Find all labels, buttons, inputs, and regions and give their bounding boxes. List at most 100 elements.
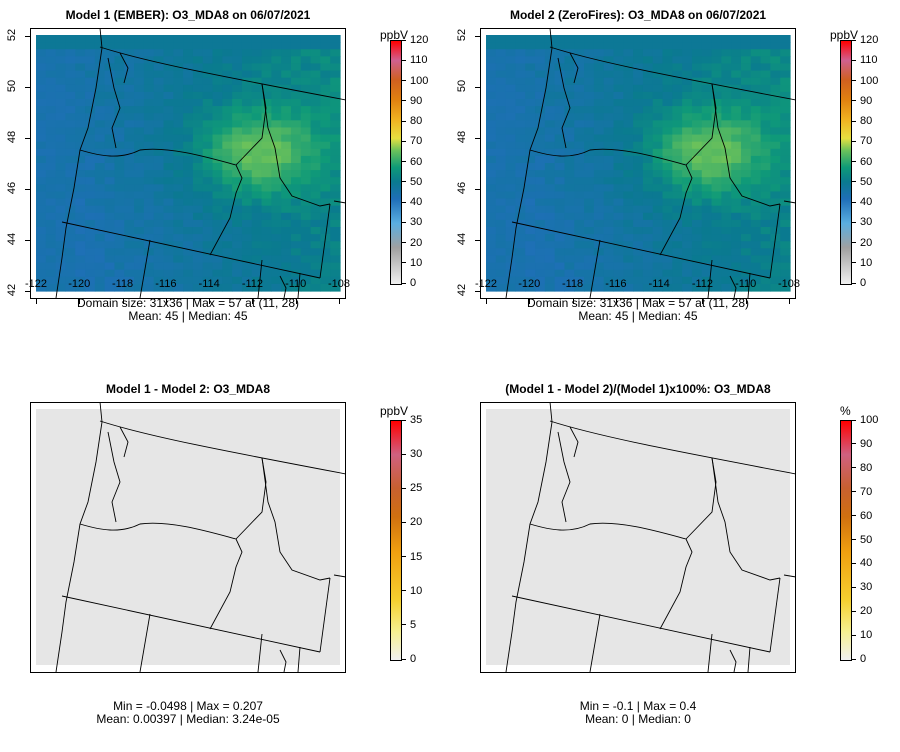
grid-cell: [192, 205, 204, 214]
grid-cell: [701, 269, 713, 278]
grid-cell: [114, 234, 125, 242]
grid-cell: [633, 141, 644, 150]
map-panel: (Model 1 - Model 2)/(Model 1)x100%: O3_M…: [450, 374, 900, 750]
grid-cell: [94, 63, 106, 72]
grid-cell: [173, 141, 184, 150]
grid-cell: [593, 155, 605, 164]
y-tick-label: 50: [6, 79, 18, 93]
grid-cell: [251, 134, 263, 143]
grid-cell: [584, 198, 595, 207]
grid-cell: [682, 134, 693, 143]
grid-cell: [750, 106, 762, 114]
grid-cell: [290, 106, 302, 114]
grid-cell: [770, 99, 781, 107]
boundary-line: [747, 272, 751, 299]
grid-cell: [261, 49, 272, 57]
grid-cell: [163, 63, 174, 72]
grid-cell: [554, 148, 566, 157]
grid-cell: [153, 184, 165, 193]
grid-cell: [173, 255, 184, 264]
grid-cell: [222, 84, 233, 93]
grid-cell: [564, 163, 575, 171]
grid-cell: [271, 262, 282, 271]
grid-cell: [593, 84, 605, 93]
grid-cell: [603, 205, 615, 214]
grid-cell: [672, 248, 683, 257]
grid-cell: [281, 63, 292, 72]
grid-cell: [711, 198, 722, 207]
stats-line-1: Domain size: 31x36 | Max = 57 at (11, 28…: [76, 296, 299, 310]
grid-cell: [760, 56, 771, 65]
grid-cell: [652, 56, 664, 65]
grid-cell: [183, 56, 194, 65]
grid-cell: [701, 63, 713, 72]
grid-cell: [554, 255, 566, 264]
grid-cell: [271, 70, 282, 79]
grid-cell: [261, 184, 272, 193]
grid-cell: [525, 99, 536, 107]
grid-cell: [143, 255, 155, 264]
grid-cell: [310, 56, 321, 65]
grid-cell: [134, 227, 145, 235]
grid-cell: [36, 35, 47, 43]
grid-cell: [173, 42, 184, 50]
grid-cell: [153, 148, 165, 157]
boundary-line: [557, 431, 571, 523]
grid-cell: [535, 163, 546, 171]
grid-cell: [760, 198, 771, 207]
grid-cell: [75, 106, 86, 114]
grid-cell: [740, 42, 752, 50]
grid-cell: [603, 91, 615, 100]
grid-cell: [672, 255, 683, 264]
grid-cell: [173, 91, 184, 100]
grid-cell: [183, 227, 194, 235]
grid-cell: [281, 113, 292, 121]
grid-cell: [731, 269, 742, 278]
grid-cell: [114, 283, 125, 292]
grid-cell: [642, 276, 654, 285]
grid-cell: [750, 148, 762, 157]
grid-cell: [652, 234, 664, 242]
grid-cell: [65, 276, 76, 285]
grid-cell: [251, 91, 263, 100]
grid-cell: [290, 134, 302, 143]
grid-cell: [721, 120, 732, 129]
grid-cell: [672, 205, 683, 214]
grid-cell: [691, 276, 703, 285]
grid-cell: [212, 106, 223, 114]
grid-cell: [495, 255, 507, 264]
grid-cell: [143, 141, 155, 150]
grid-cell: [505, 49, 517, 57]
grid-cell: [251, 56, 263, 65]
grid-cell: [153, 120, 165, 129]
grid-cell: [222, 77, 233, 86]
grid-cell: [495, 283, 507, 292]
grid-cell: [554, 84, 566, 93]
grid-cell: [770, 49, 781, 57]
grid-cell: [672, 283, 683, 292]
grid-cell: [711, 241, 722, 249]
grid-cell: [505, 148, 517, 157]
grid-cell: [232, 205, 243, 214]
grid-cell: [593, 177, 605, 185]
grid-cell: [212, 234, 223, 242]
grid-cell: [36, 63, 47, 72]
grid-cell: [290, 42, 302, 50]
grid-cell: [760, 134, 771, 143]
grid-cell: [682, 91, 693, 100]
grid-cell: [682, 177, 693, 185]
grid-cell: [320, 227, 331, 235]
grid-cell: [183, 219, 194, 228]
grid-cell: [192, 106, 204, 114]
grid-cell: [544, 276, 556, 285]
grid-cell: [290, 84, 302, 93]
grid-cell: [104, 113, 116, 121]
grid-cell: [691, 269, 703, 278]
grid-cell: [85, 163, 96, 171]
grid-cell: [780, 42, 791, 50]
grid-cell: [192, 198, 204, 207]
grid-cell: [124, 269, 135, 278]
grid-cell: [300, 84, 312, 93]
grid-cell: [584, 70, 595, 79]
grid-cell: [535, 212, 546, 221]
